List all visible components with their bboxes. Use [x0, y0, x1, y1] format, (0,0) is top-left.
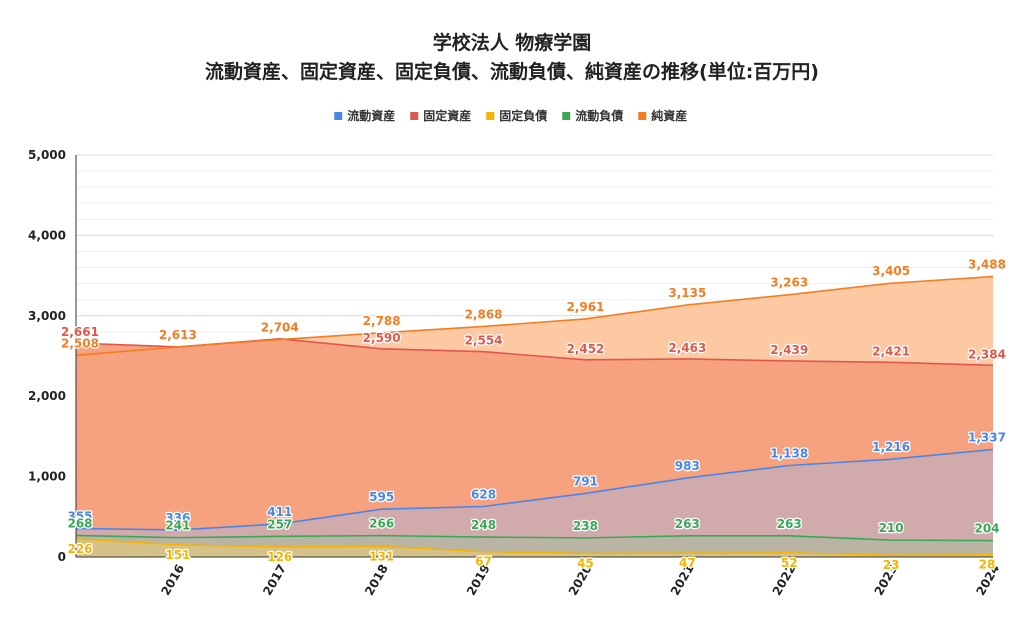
chart-title-line1: 学校法人 物療学園: [433, 31, 592, 54]
data-label: 1,337: [968, 431, 1006, 445]
data-label: 595: [369, 490, 394, 504]
data-labels: 355 336 411 595 628 791 983 1,138 1,216 1,337 2,66…: [60, 256, 1007, 573]
data-label: 2,439: [770, 343, 808, 357]
data-label: 3,488: [968, 258, 1006, 272]
data-label: 2,384: [968, 347, 1006, 361]
data-label: 263: [777, 517, 802, 531]
data-label: 2,452: [566, 342, 604, 356]
series-lines: [75, 275, 994, 556]
data-label: 2,508: [61, 336, 99, 350]
data-label: 268: [67, 516, 92, 530]
data-label: 791: [573, 474, 598, 488]
data-label: 3,135: [668, 286, 706, 300]
x-tick-label: 2016: [158, 562, 187, 598]
x-tick-label: 2018: [362, 562, 391, 598]
legend-swatch: [486, 112, 495, 120]
data-label: 3,263: [770, 276, 808, 290]
area-固定資産: [76, 338, 993, 557]
y-tick-label: 5,000: [28, 148, 66, 162]
data-label: 983: [675, 459, 700, 473]
data-label: 2,714: [261, 321, 299, 335]
data-label: 2,613: [159, 328, 197, 342]
legend-label: 固定負債: [499, 108, 547, 123]
data-label: 248: [471, 518, 496, 532]
data-label: 263: [675, 517, 700, 531]
data-label: 204: [974, 522, 999, 536]
area-固定負債: [76, 538, 993, 557]
line-流動資産: [75, 448, 994, 531]
data-label: 226: [67, 542, 92, 556]
data-label: 2,661: [61, 325, 99, 339]
data-label: 210: [879, 521, 904, 535]
data-label: 126: [267, 550, 292, 564]
y-tick-label: 1,000: [28, 470, 66, 484]
data-label: 2,590: [363, 331, 401, 345]
chart-title-line2: 流動資産、固定資産、固定負債、流動負債、純資産の推移(単位:百万円): [205, 60, 819, 83]
data-label: 238: [573, 519, 598, 533]
data-label: 2,704: [261, 321, 299, 335]
data-label: 52: [781, 556, 798, 570]
data-label: 47: [679, 556, 696, 570]
series-areas: [76, 276, 993, 557]
legend: 流動資産 固定資産 固定負債 流動負債 純資産: [334, 108, 687, 123]
data-label: 23: [883, 558, 900, 572]
legend-label: 純資産: [651, 108, 687, 123]
legend-label: 固定資産: [423, 108, 471, 123]
data-label: 2,421: [872, 344, 910, 358]
legend-swatch: [334, 112, 343, 120]
data-label: 266: [369, 517, 394, 531]
data-label: 151: [165, 548, 190, 562]
legend-label: 流動負債: [575, 108, 623, 123]
legend-swatch: [638, 112, 647, 120]
data-label: 2,788: [363, 314, 401, 328]
data-label: 131: [369, 549, 394, 563]
line-固定負債: [75, 538, 994, 556]
legend-label: 流動資産: [347, 108, 395, 123]
data-label: 2,554: [465, 334, 503, 348]
data-label: 257: [267, 517, 292, 531]
data-label: 1,138: [770, 447, 808, 461]
data-label: 355: [67, 509, 92, 523]
y-tick-label: 4,000: [28, 228, 66, 242]
data-label: 411: [267, 505, 292, 519]
line-流動負債: [75, 534, 994, 542]
y-tick-label: 3,000: [28, 309, 66, 323]
x-tick-label: 2017: [260, 562, 289, 598]
data-label: 28: [979, 558, 996, 572]
legend-swatch: [410, 112, 419, 120]
line-純資産: [75, 275, 994, 357]
data-label: 45: [577, 556, 594, 570]
data-label: 336: [165, 511, 190, 525]
data-label: 2,961: [566, 300, 604, 314]
data-label: 67: [475, 555, 492, 569]
legend-swatch: [562, 112, 571, 120]
data-label: 1,216: [872, 440, 910, 454]
data-label: 2,868: [465, 307, 503, 321]
y-tick-label: 2,000: [28, 389, 66, 403]
data-label: 241: [165, 519, 190, 533]
area-流動資産: [76, 449, 993, 557]
data-label: 3,405: [872, 264, 910, 278]
data-label: 2,463: [668, 341, 706, 355]
y-tick-label: 0: [58, 550, 66, 564]
data-label: 2,613: [159, 329, 197, 343]
area-流動負債: [76, 535, 993, 557]
data-label: 628: [471, 488, 496, 502]
